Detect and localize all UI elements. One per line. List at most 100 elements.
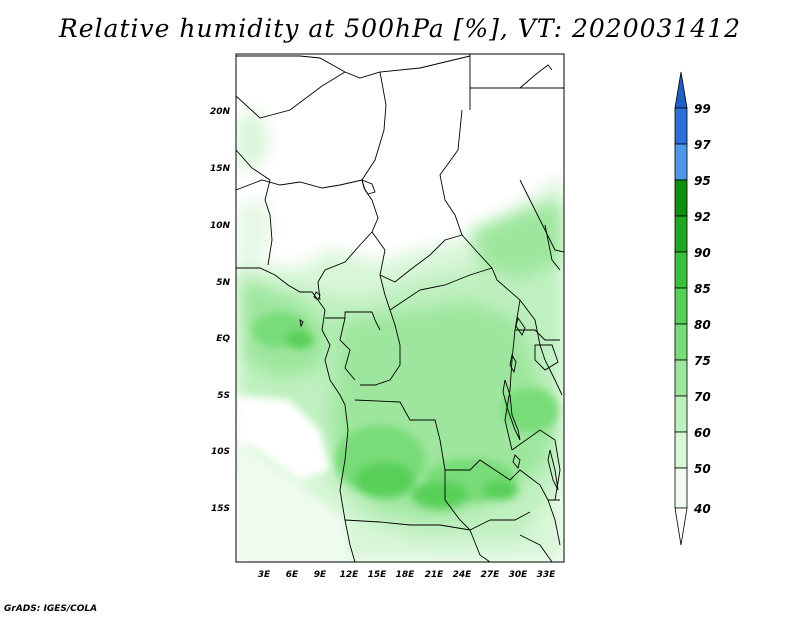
lon-tick-label: 30E — [509, 570, 529, 580]
border-niger-nigeria — [236, 179, 363, 191]
lake-albert — [515, 316, 526, 336]
humidity-area-west-coast — [236, 200, 272, 262]
lake-mweru — [512, 454, 521, 469]
lon-tick-label: 33E — [537, 570, 557, 580]
lake-kivu — [509, 353, 517, 374]
coast-red-sea — [519, 64, 553, 89]
colorbar-label: 70 — [694, 390, 711, 404]
lon-tick-label: 21E — [425, 570, 445, 580]
colorbar — [674, 71, 688, 546]
border-tanzania — [511, 429, 561, 501]
colorbar-label: 85 — [694, 282, 711, 296]
lat-tick-label: EQ — [216, 334, 230, 344]
humidity-patch-6 — [355, 462, 415, 498]
colorbar-segment — [674, 287, 688, 325]
lat-tick-label: 15N — [210, 164, 231, 174]
border-zambia-south — [490, 511, 531, 521]
colorbar-label: 75 — [694, 354, 711, 368]
border-angola-namibia — [344, 519, 471, 531]
lon-tick-label: 9E — [314, 570, 327, 580]
colorbar-segment — [674, 251, 688, 289]
map-title: Relative humidity at 500hPa [%], VT: 202… — [58, 14, 742, 43]
lat-tick-label: 5N — [216, 278, 230, 288]
border-algeria-niger — [236, 55, 471, 79]
border-red-sea — [544, 224, 561, 271]
colorbar-label: 97 — [694, 138, 711, 152]
humidity-field — [236, 112, 564, 562]
coast-west-africa — [236, 267, 356, 562]
borders — [236, 54, 564, 562]
lon-tick-label: 12E — [340, 570, 360, 580]
lat-tick-label: 10N — [210, 221, 231, 231]
border-niger-chad — [361, 71, 387, 191]
lat-tick-label: 10S — [211, 447, 230, 457]
dry-area-south — [236, 440, 350, 562]
border-chad-sudan — [439, 109, 463, 236]
border-benin — [267, 214, 273, 266]
lon-tick-label: 15E — [368, 570, 388, 580]
border-sudan-south — [461, 234, 536, 321]
border-mozambique — [547, 499, 561, 546]
border-gabon-congo — [339, 317, 356, 381]
colorbar-segment — [674, 467, 688, 509]
lon-tick-label: 3E — [258, 570, 271, 580]
border-botswana — [469, 529, 491, 562]
humidity-area-northwest — [236, 112, 270, 170]
colorbar-segment — [674, 107, 688, 145]
border-mali-niger — [236, 71, 346, 119]
colorbar-labels: 99 97 95 92 90 85 80 75 70 60 50 40 — [693, 102, 711, 516]
border-burkina — [236, 149, 271, 216]
colorbar-label: 40 — [693, 502, 711, 516]
border-chad-car — [371, 231, 463, 283]
lat-tick-label: 5S — [217, 391, 230, 401]
border-drc-angola — [354, 399, 496, 471]
grads-credit: GrADS: IGES/COLA — [4, 604, 98, 614]
border-angola-zambia — [444, 470, 491, 531]
colorbar-segment — [674, 395, 688, 433]
colorbar-segment — [674, 215, 688, 253]
lake-malawi — [547, 449, 559, 491]
colorbar-label: 99 — [694, 102, 711, 116]
border-uganda-kenya — [534, 319, 563, 396]
humidity-patch-7 — [412, 481, 468, 509]
colorbar-segment — [674, 431, 688, 469]
lat-tick-label: 15S — [211, 504, 230, 514]
colorbar-segment — [674, 359, 688, 397]
lat-tick-label: 20N — [210, 107, 231, 117]
colorbar-label: 92 — [694, 210, 711, 224]
lat-axis: 20N 15N 10N 5N EQ 5S 10S 15S — [210, 107, 231, 514]
island-sao-tome — [299, 319, 304, 328]
lake-victoria — [534, 344, 559, 371]
dry-tongue — [236, 395, 330, 480]
lon-tick-label: 27E — [481, 570, 501, 580]
border-nigeria-east — [317, 189, 379, 301]
humidity-patch-8 — [286, 331, 314, 349]
lake-tanganyika — [502, 379, 521, 441]
island-bioko — [313, 291, 321, 301]
colorbar-segment — [674, 323, 688, 361]
border-ethiopia — [519, 179, 564, 253]
colorbar-label: 95 — [694, 174, 711, 188]
border-great-lakes — [515, 329, 560, 341]
humidity-patch-9 — [482, 480, 518, 500]
colorbar-segment — [674, 179, 688, 217]
border-zimbabwe — [519, 534, 553, 562]
border-zambia-east — [494, 469, 560, 501]
colorbar-bottom-arrow — [674, 507, 688, 546]
colorbar-label: 80 — [694, 318, 711, 332]
colorbar-segment — [674, 143, 688, 181]
map-frame — [235, 53, 565, 563]
humidity-patch-4 — [502, 388, 558, 432]
lon-tick-label: 24E — [453, 570, 473, 580]
colorbar-label: 50 — [694, 462, 711, 476]
colorbar-label: 60 — [694, 426, 711, 440]
lon-tick-label: 6E — [286, 570, 299, 580]
colorbar-label: 90 — [694, 246, 711, 260]
lon-axis: 3E 6E 9E 12E 15E 18E 21E 24E 27E 30E 33E — [258, 570, 556, 580]
border-car-drc — [419, 267, 493, 291]
border-cameroon-gabon — [325, 311, 381, 331]
lon-tick-label: 18E — [396, 570, 416, 580]
humidity-patch-5 — [390, 350, 470, 390]
border-congo-drc — [360, 309, 401, 386]
